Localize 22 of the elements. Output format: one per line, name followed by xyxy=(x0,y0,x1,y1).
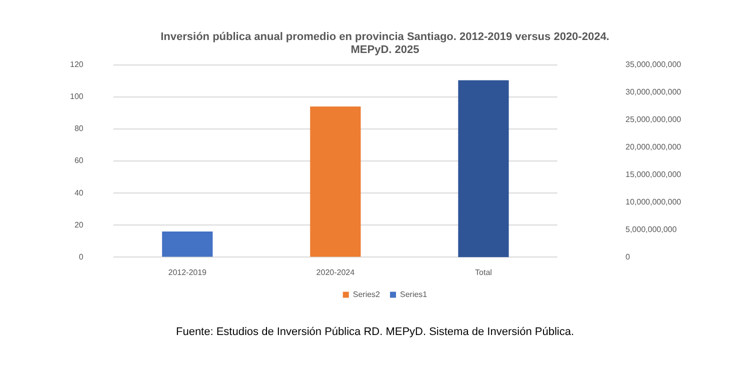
y2-tick-label: 35,000,000,000 xyxy=(626,60,682,70)
y-tick-label: 80 xyxy=(74,124,84,134)
y2-tick-label: 15,000,000,000 xyxy=(626,170,682,179)
y-tick-label: 40 xyxy=(74,188,84,198)
y2-tick-label: 30,000,000,000 xyxy=(626,87,682,96)
y2-tick-label: 0 xyxy=(626,252,630,262)
y-tick-label: 0 xyxy=(78,252,84,262)
chart-title: Inversión pública anual promedio en provincia Santiago. 2012-2019 versus 2020-2024. MEPyD. 2025 xyxy=(160,31,610,56)
x-tick-label: Total xyxy=(475,268,492,278)
y2-tick-label: 20,000,000,000 xyxy=(626,142,682,152)
y-tick-label: 20 xyxy=(74,220,84,230)
y-tick-label: 60 xyxy=(74,156,84,166)
y2-tick-label: 5,000,000,000 xyxy=(626,224,678,234)
source-note: Fuente: Estudios de Inversión Pública RD. MEPyD. Sistema de Inversión Pública. xyxy=(174,326,576,338)
y2-tick-label: 10,000,000,000 xyxy=(626,197,682,206)
y-tick-label: 100 xyxy=(70,92,84,102)
legend-label: Series1 xyxy=(400,290,428,300)
x-tick-label: 2020-2024 xyxy=(316,268,356,278)
y-tick-label: 120 xyxy=(70,60,84,70)
y2-tick-label: 25,000,000,000 xyxy=(626,114,682,124)
legend-label: Series2 xyxy=(352,290,381,300)
x-tick-label: 2012-2019 xyxy=(168,268,208,278)
